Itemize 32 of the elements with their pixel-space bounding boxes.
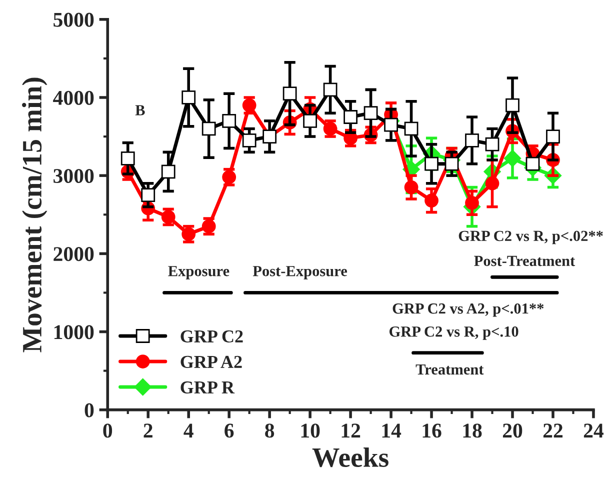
- y-axis-title: Movement (cm/15 min): [22, 78, 48, 352]
- annotation: B: [135, 105, 145, 116]
- annotation: Exposure: [168, 266, 230, 280]
- annotation: GRP C2 vs A2, p<.01**: [392, 303, 544, 317]
- x-tick-label: 14: [382, 424, 402, 438]
- x-axis-title: Weeks: [312, 447, 388, 468]
- annotation: GRP C2 vs R, p<.02**: [458, 230, 603, 244]
- annotation: Treatment: [416, 364, 484, 375]
- x-tick-label: 22: [543, 424, 563, 438]
- x-tick-label: 10: [301, 424, 320, 438]
- x-tick-label: 18: [463, 424, 482, 438]
- x-tick-label: 0: [103, 424, 112, 438]
- y-tick-label: 3000: [54, 168, 94, 184]
- y-tick-label: 4000: [53, 90, 94, 105]
- legend-label: GRP C2: [180, 330, 243, 342]
- x-tick-label: 8: [265, 424, 274, 438]
- y-tick-label: 5000: [54, 12, 94, 27]
- x-tick-label: 24: [584, 424, 604, 438]
- x-tick-label: 2: [144, 424, 152, 438]
- x-tick-label: 4: [184, 424, 194, 438]
- annotation: Post-Treatment: [474, 256, 576, 266]
- x-tick-label: 6: [224, 424, 234, 438]
- x-tick-label: 12: [342, 424, 360, 438]
- x-tick-label: 20: [502, 424, 522, 438]
- y-tick-label: 0: [84, 403, 94, 418]
- x-tick-label: 16: [422, 424, 442, 438]
- y-tick-label: 1000: [54, 325, 94, 340]
- legend-label: GRP R: [180, 381, 235, 394]
- annotation: Post-Exposure: [252, 266, 348, 280]
- y-tick-label: 2000: [54, 247, 94, 262]
- annotation: GRP C2 vs R, p<.10: [389, 326, 518, 340]
- legend-label: GRP A2: [180, 356, 242, 368]
